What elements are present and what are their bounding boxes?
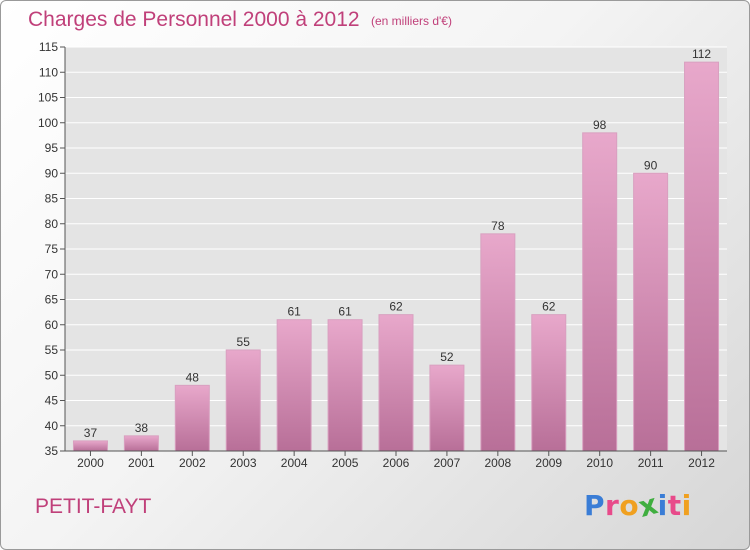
data-label: 61 [287,305,301,319]
bar [633,172,669,452]
x-tick-label: 2008 [484,456,511,470]
bar [174,384,210,452]
commune-name: PETIT-FAYT [35,495,152,518]
x-tick-label: 2012 [688,456,715,470]
bar [480,233,516,452]
data-label: 55 [237,335,251,349]
data-label: 37 [84,426,98,440]
x-tick-label: 2009 [535,456,562,470]
y-tick-label: 35 [45,444,59,458]
bar [123,435,159,452]
x-tick-label: 2000 [77,456,104,470]
y-tick-label: 85 [45,192,59,206]
y-tick-label: 105 [38,91,58,105]
data-label: 62 [542,300,556,314]
x-tick-label: 2007 [434,456,461,470]
data-label: 62 [389,300,403,314]
bar [429,364,465,452]
y-tick-label: 55 [45,343,59,357]
x-tick-label: 2011 [638,456,664,470]
logo-letter: r [605,489,620,522]
data-label: 90 [644,158,658,172]
chart-title: Charges de Personnel 2000 à 2012 [28,8,360,31]
x-tick-label: 2010 [586,456,613,470]
logo-letter: t [667,489,682,522]
y-tick-label: 70 [45,267,59,281]
data-label: 38 [135,421,149,435]
y-tick-label: 115 [39,40,58,54]
logo-letter: o [619,489,640,522]
bar [276,319,312,452]
bar [378,314,414,452]
y-tick-label: 110 [39,65,58,79]
bar [684,61,720,452]
y-tick-label: 90 [45,166,59,180]
x-tick-label: 2002 [179,456,206,470]
y-tick-label: 50 [45,368,59,382]
logo-letter: i [681,489,692,522]
logo-letter: i [657,489,668,522]
x-tick-label: 2005 [332,456,359,470]
logo-letter: P [584,489,606,522]
x-tick-label: 2006 [383,456,410,470]
y-tick-label: 80 [45,217,59,231]
data-label: 52 [440,350,454,364]
data-labels: 37 38 48 55 61 61 62 52 78 62 98 90 112 [84,47,712,440]
x-tick-label: 2003 [230,456,257,470]
x-axis-ticks: 2000 2001 2002 2003 2004 2005 2006 2007 2008 2009… [65,450,727,470]
y-tick-label: 60 [45,318,59,332]
bar [327,319,363,452]
y-tick-label: 40 [45,419,59,433]
bar [225,349,261,452]
x-tick-label: 2004 [281,456,308,470]
y-tick-label: 65 [45,293,59,307]
x-tick-label: 2001 [128,456,155,470]
bar [582,132,618,452]
data-label: 112 [692,47,711,61]
y-tick-label: 45 [45,394,59,408]
data-label: 61 [338,305,352,319]
data-label: 98 [593,118,607,132]
data-label: 48 [186,370,200,384]
y-tick-label: 100 [38,116,58,130]
y-axis-ticks: 35 40 45 50 55 60 65 70 75 80 85 90 95 100 105 110 115 [38,40,66,458]
y-tick-label: 75 [45,242,59,256]
bar [531,314,567,452]
proxiti-logo: Proxiti [584,487,692,524]
bar [72,440,108,452]
y-tick-label: 95 [45,141,59,155]
data-label: 78 [491,219,505,233]
chart-subtitle: (en milliers d'€) [371,14,452,28]
